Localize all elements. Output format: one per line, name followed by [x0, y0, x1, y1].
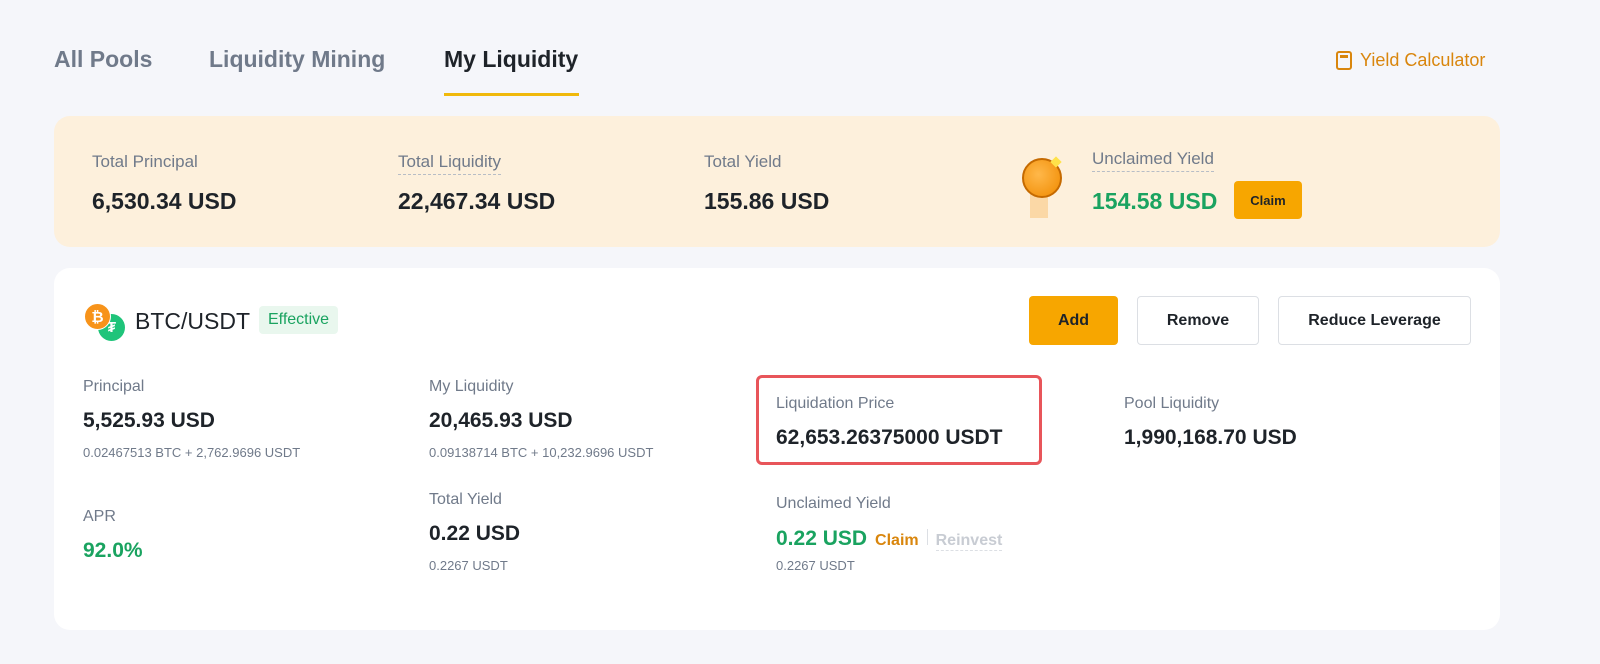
gold-coin-icon	[1016, 156, 1066, 218]
apr-label: APR	[83, 508, 116, 525]
unclaimed-yield-label[interactable]: Unclaimed Yield	[1092, 149, 1214, 172]
liquidation-price-highlight	[756, 375, 1042, 465]
total-liquidity-value: 22,467.34 USD	[398, 188, 556, 214]
total-yield-value: 0.22 USD	[429, 522, 521, 545]
liquidation-price-label: Liquidation Price	[776, 395, 895, 412]
pair-icons: ₮ ₿	[84, 303, 130, 341]
reinvest-link[interactable]: Reinvest	[935, 532, 1003, 551]
total-yield-label: Total Yield	[429, 491, 502, 508]
calculator-icon	[1336, 51, 1352, 70]
total-yield-usdt: 0.2267 USDT	[429, 558, 508, 573]
claim-link[interactable]: Claim	[875, 532, 919, 549]
unclaimed-yield-usdt: 0.2267 USDT	[776, 558, 855, 573]
principal-value: 5,525.93 USD	[83, 409, 215, 432]
unclaimed-yield-value: 0.22 USD	[776, 527, 868, 550]
unclaimed-yield-label: Unclaimed Yield	[776, 495, 891, 512]
total-yield-label: Total Yield	[704, 152, 782, 171]
yield-calculator-link[interactable]: Yield Calculator	[1336, 50, 1485, 71]
add-button[interactable]: Add	[1029, 296, 1118, 345]
remove-button[interactable]: Remove	[1137, 296, 1259, 345]
principal-label: Principal	[83, 378, 145, 395]
total-yield-value: 155.86 USD	[704, 188, 830, 214]
reduce-leverage-button[interactable]: Reduce Leverage	[1278, 296, 1471, 345]
tab-all-pools[interactable]: All Pools	[54, 46, 153, 72]
yield-calculator-label: Yield Calculator	[1360, 50, 1486, 70]
total-liquidity-label[interactable]: Total Liquidity	[398, 152, 502, 175]
principal-breakdown: 0.02467513 BTC + 2,762.9696 USDT	[83, 445, 301, 460]
status-badge: Effective	[259, 306, 339, 334]
total-principal-label: Total Principal	[92, 152, 198, 171]
total-principal-value: 6,530.34 USD	[92, 188, 237, 214]
active-tab-indicator	[444, 93, 579, 96]
unclaimed-yield-value: 154.58 USD	[1092, 188, 1218, 214]
pool-liquidity-label: Pool Liquidity	[1124, 395, 1220, 412]
claim-all-button[interactable]: Claim	[1234, 181, 1302, 219]
apr-value: 92.0%	[83, 539, 143, 562]
divider	[926, 529, 928, 545]
my-liquidity-value: 20,465.93 USD	[429, 409, 573, 432]
tab-my-liquidity[interactable]: My Liquidity	[444, 46, 579, 72]
btc-icon: ₿	[84, 303, 111, 330]
pool-card-btc-usdt: ₮ ₿ BTC/USDT Effective Add Remove Reduce…	[54, 268, 1500, 630]
pool-liquidity-value: 1,990,168.70 USD	[1124, 426, 1297, 449]
liquidation-price-value: 62,653.26375000 USDT	[776, 426, 1003, 449]
tab-liquidity-mining[interactable]: Liquidity Mining	[209, 46, 386, 72]
pair-name: BTC/USDT	[135, 308, 250, 334]
my-liquidity-breakdown: 0.09138714 BTC + 10,232.9696 USDT	[429, 445, 654, 460]
summary-panel: Total Principal 6,530.34 USD Total Liqui…	[54, 116, 1500, 247]
my-liquidity-label: My Liquidity	[429, 378, 514, 395]
